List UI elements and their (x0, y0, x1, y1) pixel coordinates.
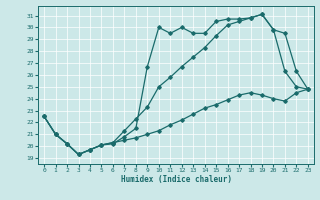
X-axis label: Humidex (Indice chaleur): Humidex (Indice chaleur) (121, 175, 231, 184)
